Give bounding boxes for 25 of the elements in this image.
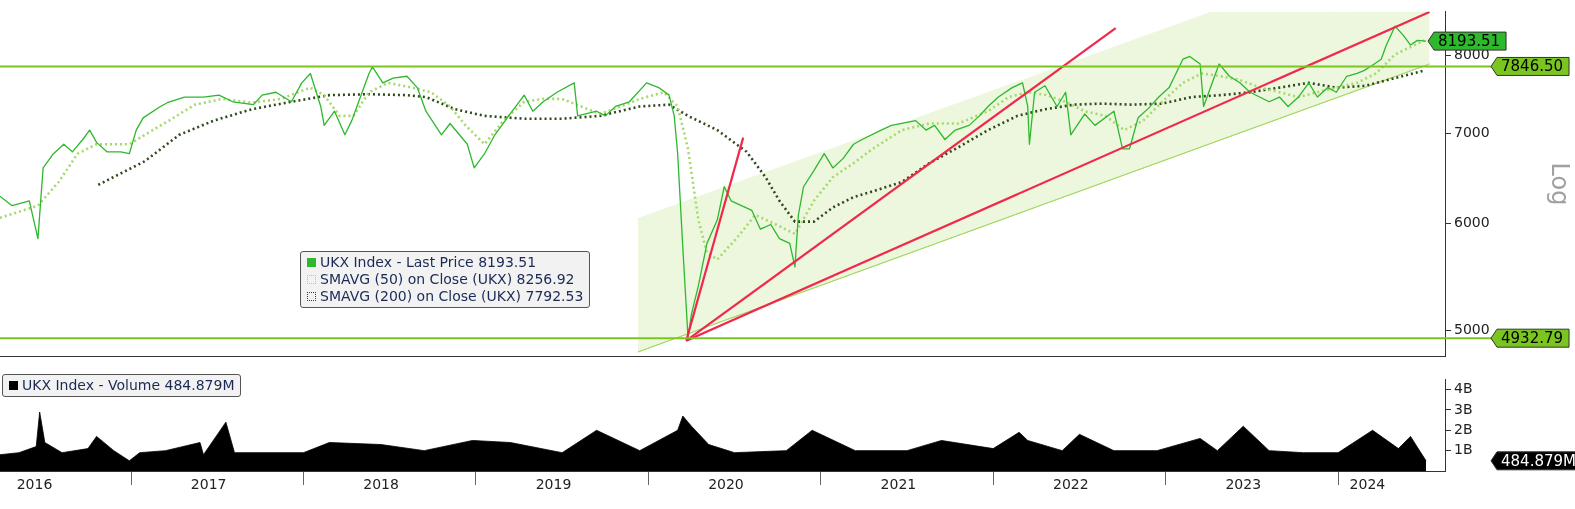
text: 484.879M bbox=[1501, 451, 1575, 470]
x-tick-label: 2021 bbox=[880, 476, 917, 493]
legend-label: UKX Index - Volume 484.879M bbox=[22, 377, 235, 394]
y-tick-label: 4B bbox=[1454, 380, 1473, 397]
x-tick-label: 2022 bbox=[1053, 476, 1089, 493]
x-tick-label: 2024 bbox=[1349, 476, 1386, 493]
y-tick-label: 1B bbox=[1454, 441, 1473, 458]
data-label: 8193.51 bbox=[1438, 32, 1501, 50]
x-tick-label: 2023 bbox=[1225, 476, 1262, 493]
y-tick-label: 5000 bbox=[1454, 320, 1490, 337]
y-tick-label: 7000 bbox=[1454, 123, 1490, 140]
legend-label: SMAVG (50) on Close (UKX) 8256.92 bbox=[320, 271, 575, 288]
x-tick-label: 2020 bbox=[708, 476, 744, 493]
x-tick-label: 2019 bbox=[535, 476, 572, 493]
legend-label: SMAVG (200) on Close (UKX) 7792.53 bbox=[320, 288, 584, 305]
x-tick-label: 2018 bbox=[363, 476, 399, 493]
legend-label: UKX Index - Last Price 8193.51 bbox=[320, 254, 537, 271]
y-tick-label: 2B bbox=[1454, 420, 1473, 437]
y-axis-title: Log bbox=[1545, 162, 1574, 206]
ref-line-label: 7846.50 bbox=[1501, 57, 1564, 76]
x-tick-label: 2016 bbox=[16, 476, 53, 493]
ref-line-label: 4932.79 bbox=[1501, 329, 1564, 348]
x-tick-label: 2017 bbox=[190, 476, 227, 493]
y-tick-label: 6000 bbox=[1454, 214, 1490, 231]
y-tick-label: 3B bbox=[1454, 400, 1473, 417]
